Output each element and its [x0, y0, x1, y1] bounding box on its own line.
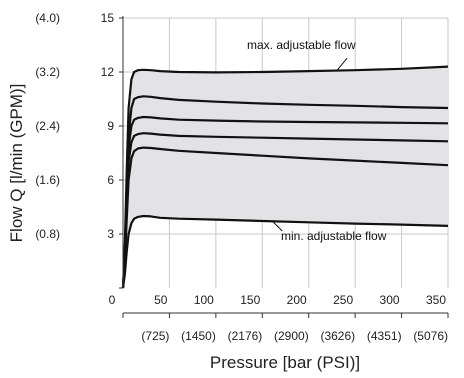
y-tick-label-gpm: (3.2) — [35, 65, 60, 79]
x-tick-label-psi: (1450) — [181, 329, 216, 343]
y-tick-label: 3 — [107, 227, 114, 241]
y-tick-label: 15 — [101, 11, 115, 25]
min-flow-leader — [271, 220, 283, 232]
y-tick-label-gpm: (0.8) — [35, 227, 60, 241]
y-tick-label-gpm: (2.4) — [35, 119, 60, 133]
x-tick-labels: 0 50 (725) 100 (1450) 150 (2176) 200 (2900) 250 (3… — [109, 293, 448, 343]
max-flow-leader — [336, 57, 348, 71]
axes — [119, 16, 449, 318]
max-flow-label: max. adjustable flow — [247, 38, 356, 52]
y-tick-labels: 3 (0.8) 6 (1.6) 9 (2.4) 12 (3.2) 15 (4.0) — [35, 11, 114, 241]
y-axis-title: Flow Q [l/min (GPM)] — [7, 84, 26, 243]
x-tick-label-psi: (5076) — [413, 329, 448, 343]
x-tick-label-psi: (725) — [141, 329, 169, 343]
x-tick-label: 0 — [109, 293, 116, 307]
flow-curves — [121, 65, 449, 289]
x-tick-label-psi: (4351) — [367, 329, 402, 343]
min-flow-label: min. adjustable flow — [281, 229, 387, 243]
y-tick-label-gpm: (1.6) — [35, 173, 60, 187]
x-tick-label-psi: (3626) — [320, 329, 355, 343]
y-tick-label: 12 — [101, 65, 115, 79]
annotations: max. adjustable flow min. adjustable flow — [247, 38, 387, 243]
flow-curve-1 — [121, 214, 449, 289]
x-tick-label: 300 — [380, 293, 400, 307]
x-tick-label: 350 — [426, 293, 446, 307]
x-tick-label: 250 — [333, 293, 353, 307]
y-tick-label: 9 — [107, 119, 114, 133]
x-tick-label: 200 — [287, 293, 307, 307]
x-tick-label-psi: (2900) — [274, 329, 309, 343]
x-axis-title: Pressure [bar (PSI)] — [210, 353, 360, 372]
y-tick-label-gpm: (4.0) — [35, 11, 60, 25]
x-tick-label: 50 — [154, 293, 168, 307]
x-tick-label: 150 — [240, 293, 260, 307]
x-tick-label-psi: (2176) — [228, 329, 263, 343]
y-tick-label: 6 — [107, 173, 114, 187]
flow-curve-6 — [121, 65, 449, 289]
x-tick-label: 100 — [194, 293, 214, 307]
